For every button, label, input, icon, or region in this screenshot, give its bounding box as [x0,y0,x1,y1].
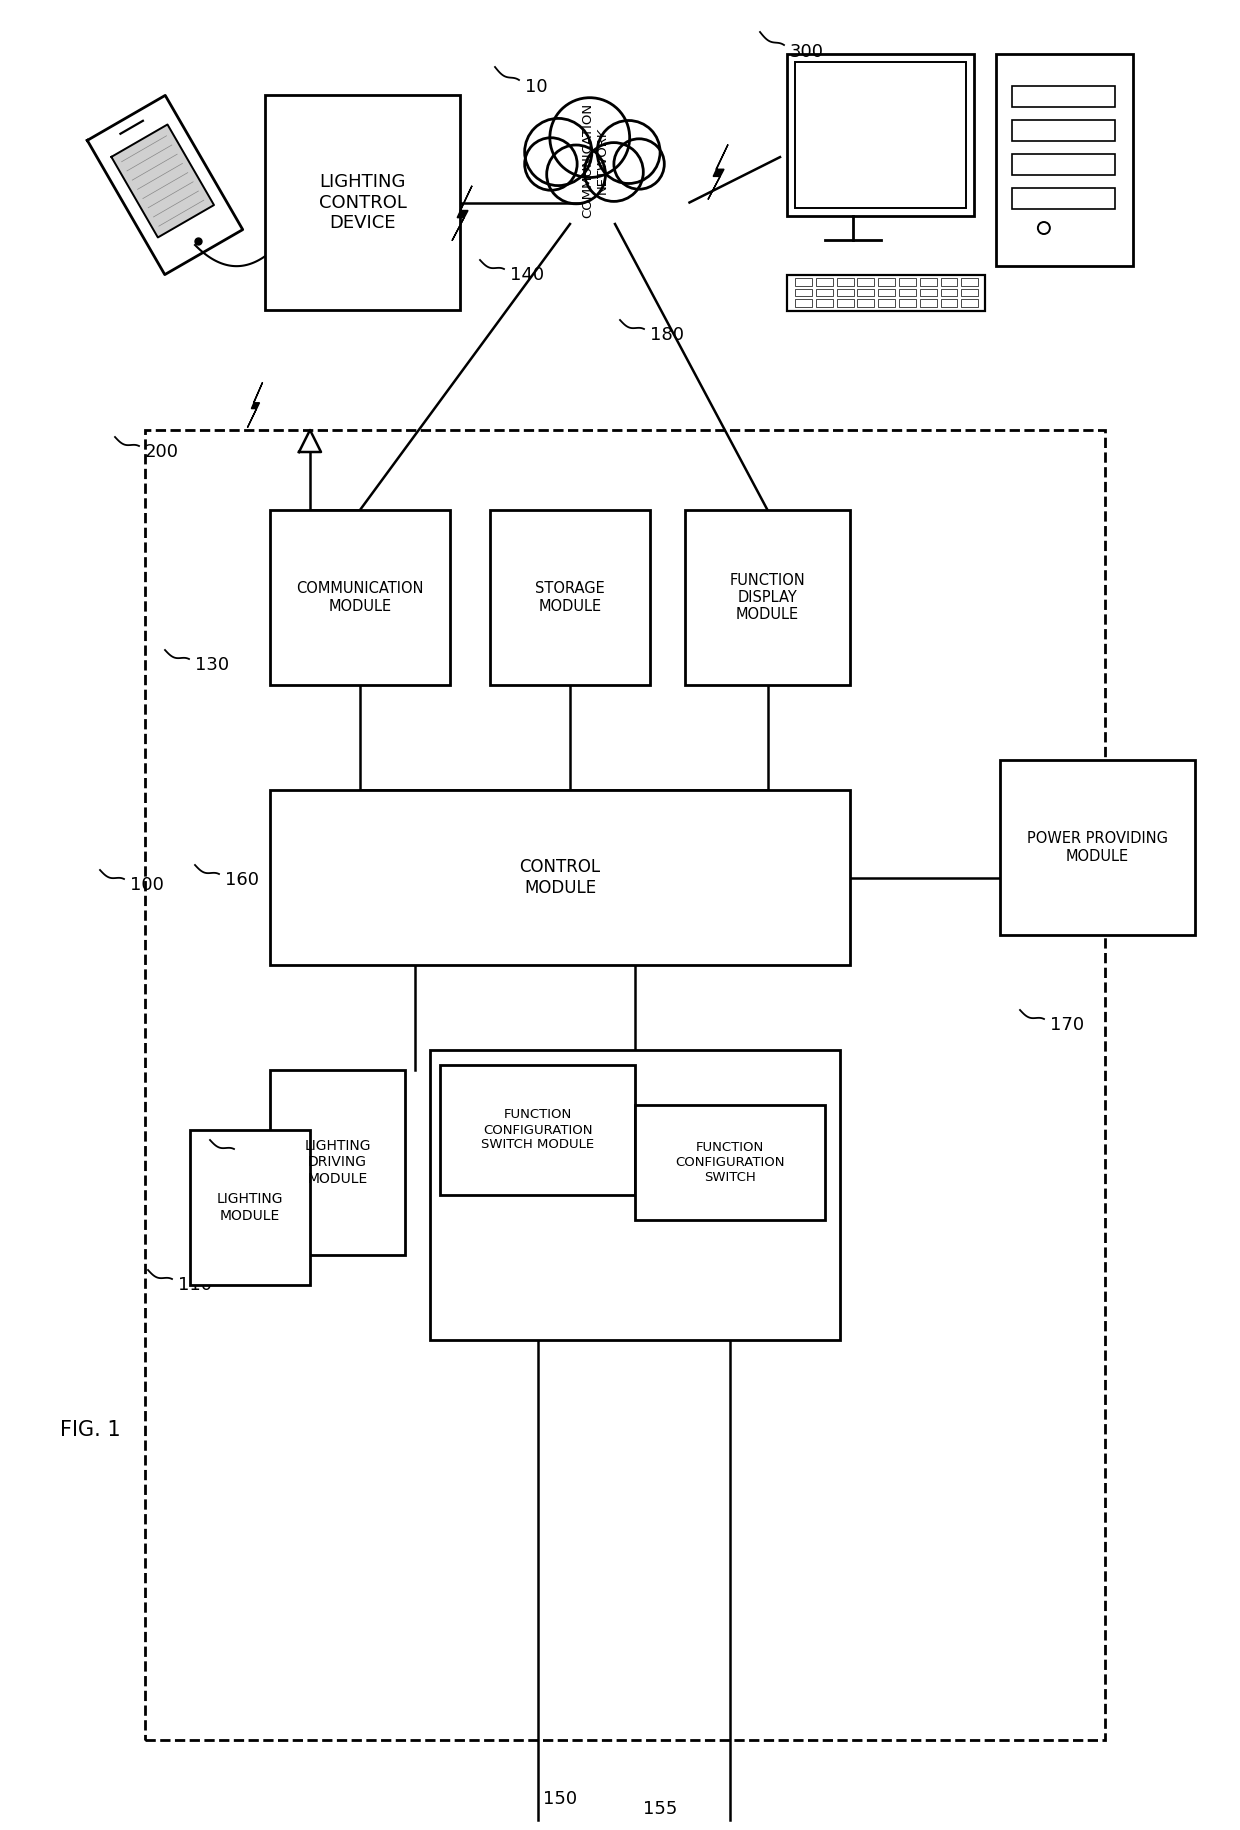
Bar [795,298,812,307]
Bar [878,278,895,285]
Text: COMMUNICATION
MODULE: COMMUNICATION MODULE [296,582,424,613]
Text: 155: 155 [642,1801,677,1817]
Bar [430,1050,839,1340]
Polygon shape [248,382,263,428]
Bar [440,1065,635,1195]
Bar [837,278,853,285]
Text: 160: 160 [224,871,259,889]
Bar [270,511,450,684]
Bar [899,278,916,285]
Bar [920,298,936,307]
Bar [941,278,957,285]
Bar [961,289,978,296]
Polygon shape [708,145,728,199]
Bar [190,1129,310,1285]
Bar [816,298,833,307]
Bar [961,278,978,285]
Text: FUNCTION
CONFIGURATION
SWITCH: FUNCTION CONFIGURATION SWITCH [676,1140,785,1184]
Text: 150: 150 [543,1790,577,1808]
Bar [145,430,1105,1740]
Text: 180: 180 [650,326,684,344]
Text: FUNCTION
DISPLAY
MODULE: FUNCTION DISPLAY MODULE [729,573,805,622]
Text: CONTROL
MODULE: CONTROL MODULE [520,858,600,897]
Text: LIGHTING
CONTROL
DEVICE: LIGHTING CONTROL DEVICE [319,172,407,232]
Bar [1012,154,1115,176]
Text: 120: 120 [241,1146,274,1164]
Bar [795,289,812,296]
Bar [1012,188,1115,209]
Text: 200: 200 [145,443,179,461]
Bar [265,95,460,309]
Circle shape [525,137,577,190]
Circle shape [1038,221,1050,234]
Bar [999,759,1195,935]
Bar [941,298,957,307]
Bar [858,289,874,296]
Bar [961,298,978,307]
Text: 140: 140 [510,265,544,284]
Bar [837,298,853,307]
Bar [1012,119,1115,141]
Circle shape [614,139,665,188]
Bar [899,298,916,307]
Text: 300: 300 [790,42,825,60]
Text: LIGHTING
MODULE: LIGHTING MODULE [217,1193,283,1222]
Polygon shape [112,124,215,238]
Text: STORAGE
MODULE: STORAGE MODULE [536,582,605,613]
Bar [858,278,874,285]
Bar [787,274,986,311]
Bar [837,289,853,296]
Text: LIGHTING
DRIVING
MODULE: LIGHTING DRIVING MODULE [304,1140,371,1186]
Bar [920,289,936,296]
Bar [490,511,650,684]
Bar [270,1071,405,1255]
Text: FIG. 1: FIG. 1 [60,1420,120,1440]
Circle shape [598,121,660,183]
Circle shape [525,119,591,185]
Polygon shape [453,187,472,242]
Circle shape [549,97,630,178]
Text: FUNCTION
CONFIGURATION
SWITCH MODULE: FUNCTION CONFIGURATION SWITCH MODULE [481,1109,594,1151]
Bar [899,289,916,296]
Bar [816,289,833,296]
Bar [996,53,1133,265]
Bar [920,278,936,285]
Text: 10: 10 [525,79,548,95]
Circle shape [584,143,644,201]
Circle shape [547,145,605,203]
Bar [941,289,957,296]
Text: 110: 110 [179,1276,212,1294]
Bar [270,791,849,964]
Bar [816,278,833,285]
Text: 100: 100 [130,877,164,895]
Text: 130: 130 [195,655,229,673]
Bar [858,298,874,307]
Text: 170: 170 [1050,1016,1084,1034]
Bar [684,511,849,684]
Bar [1012,86,1115,106]
Bar [635,1105,825,1221]
Bar [795,278,812,285]
Bar [878,298,895,307]
Bar [795,62,966,209]
Bar [787,53,975,216]
Text: POWER PROVIDING
MODULE: POWER PROVIDING MODULE [1027,831,1168,864]
Text: COMMUNICATION
NETWORK: COMMUNICATION NETWORK [582,102,609,218]
Polygon shape [87,95,243,274]
Bar [878,289,895,296]
